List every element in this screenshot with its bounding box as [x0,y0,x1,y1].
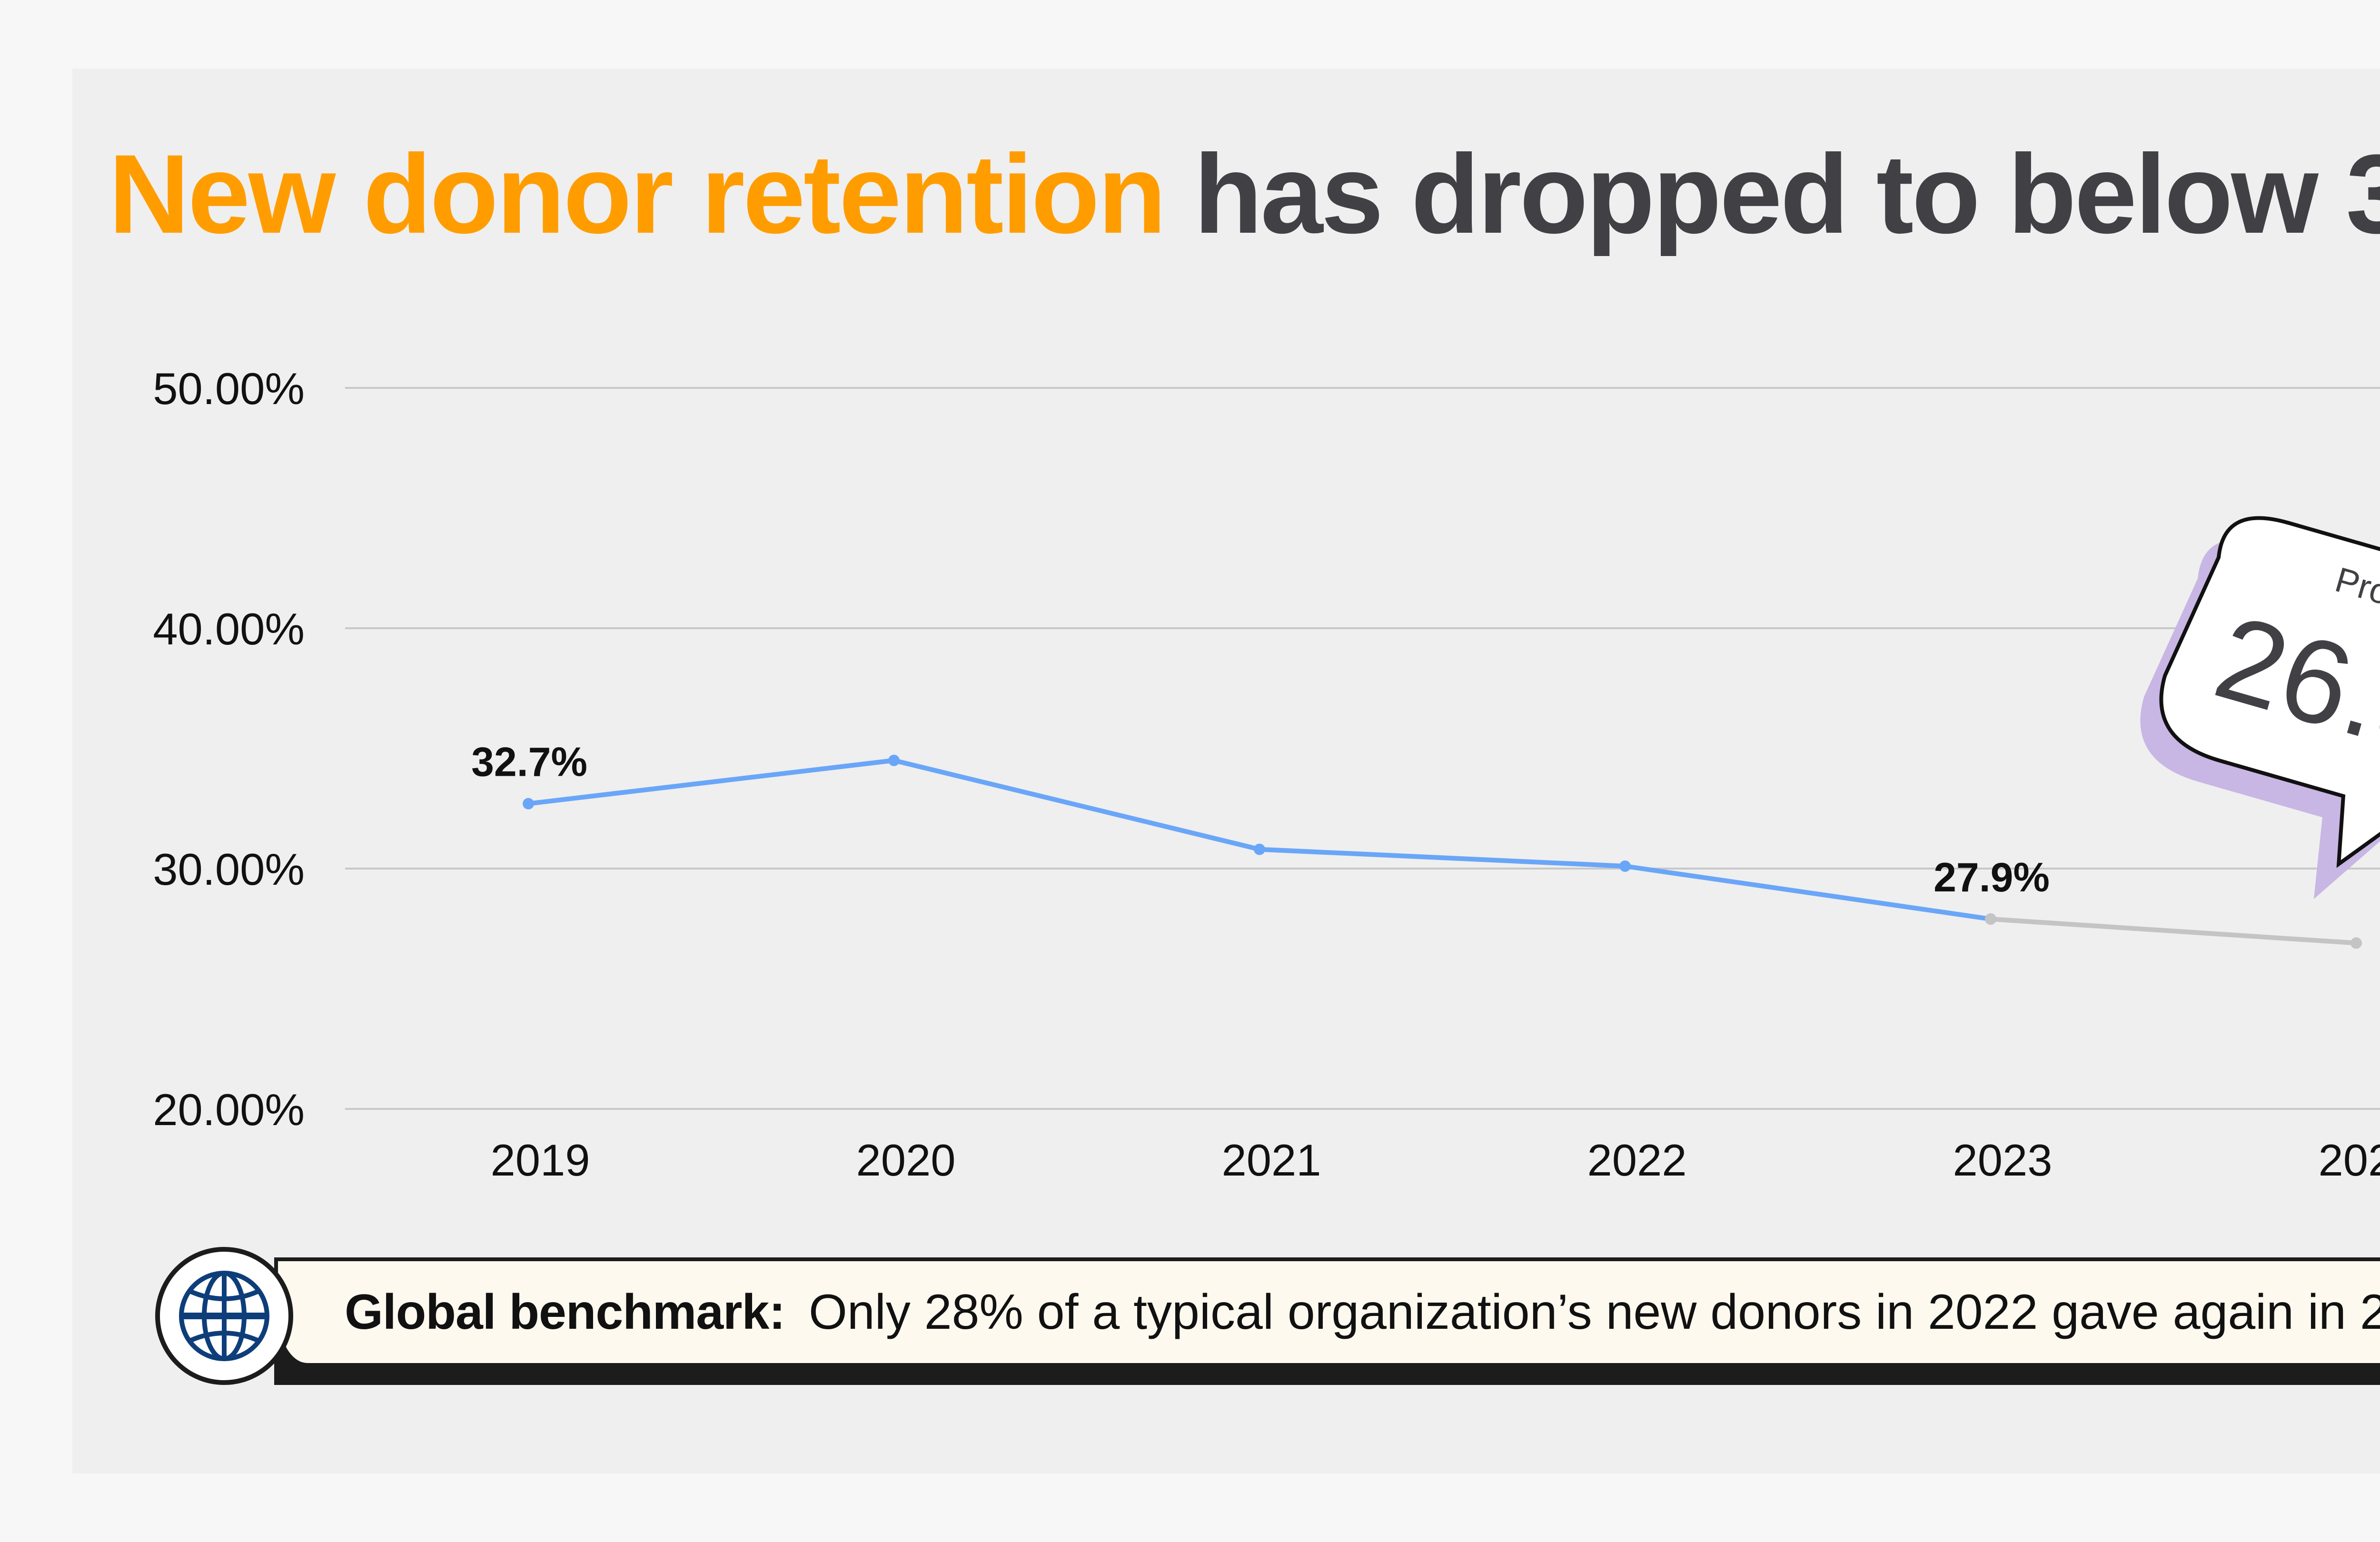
data-labels: 32.7% 27.9% [471,740,2050,900]
benchmark-banner: Global benchmark: Only 28% of a typical … [155,1247,2380,1390]
benchmark-text: Only 28% of a typical organization’s new… [809,1284,2380,1340]
data-point [2350,937,2362,949]
y-axis-ticks: 20.00% 30.00% 40.00% 50.00% [153,364,305,1135]
x-tick-label: 2023 [1953,1135,2052,1185]
benchmark-box: Global benchmark: Only 28% of a typical … [274,1257,2380,1367]
benchmark-label: Global benchmark: [345,1284,785,1340]
data-label: 27.9% [1934,855,2050,900]
x-tick-label: 2020 [856,1135,955,1185]
title-rest: has dropped to below 30% [1194,131,2380,257]
series-points [523,754,2362,949]
chart-title: New donor retention has dropped to below… [109,138,2380,250]
y-tick-label: 50.00% [153,364,305,414]
globe-icon [155,1247,293,1385]
data-point [888,754,900,766]
callout-bubble [2159,516,2380,868]
globe-glyph [179,1271,269,1361]
data-label: 32.7% [471,740,587,785]
series-line-actual [528,758,1991,921]
x-tick-label: 2021 [1221,1135,1321,1185]
x-tick-label: 2022 [1587,1135,1686,1185]
data-point [1985,913,1996,925]
chart-card [72,69,2380,1473]
x-tick-label: 2019 [490,1135,590,1185]
x-tick-label: 2024 [2318,1135,2380,1185]
gridlines [345,387,2380,1110]
data-point [1619,860,1631,872]
y-tick-label: 40.00% [153,604,305,654]
y-tick-label: 30.00% [153,844,305,894]
y-tick-label: 20.00% [153,1085,305,1135]
series-line-projected [1990,917,2357,946]
data-point [1254,843,1265,855]
projected-callout: Projected retention 26.9% [2140,516,2380,899]
series-lines [528,758,2357,946]
data-point [523,798,534,810]
x-axis-ticks: 2019 2020 2021 2022 2023 2024 [490,1135,2380,1185]
title-highlight: New donor retention [109,131,1166,257]
